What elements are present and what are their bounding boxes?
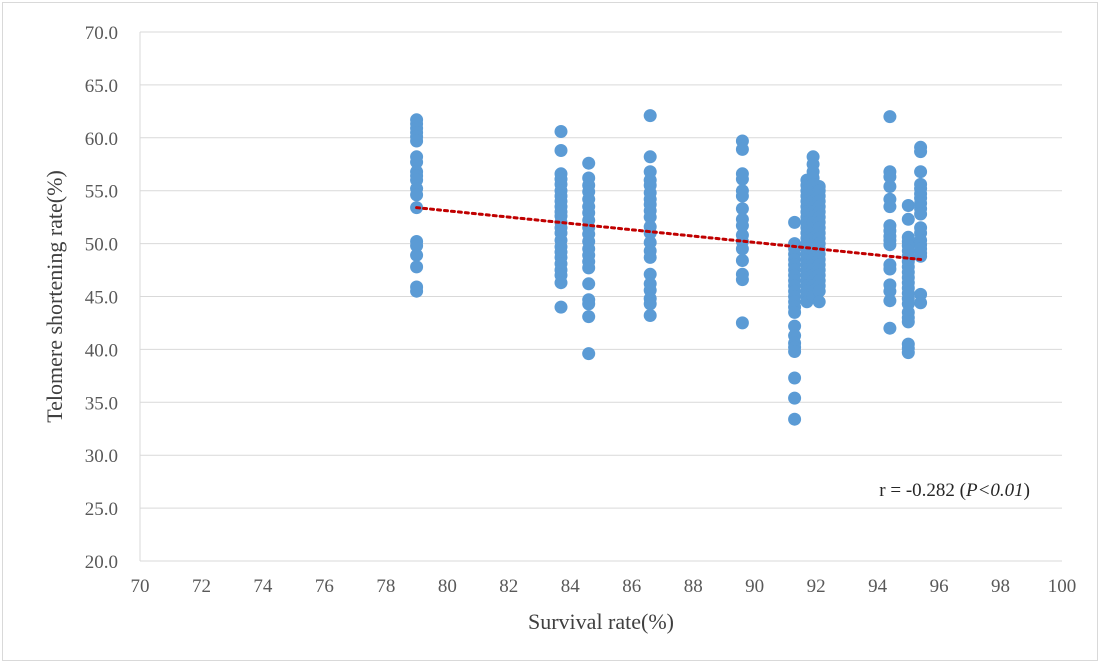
data-point — [554, 144, 568, 157]
x-tick-label: 76 — [315, 576, 334, 597]
data-point — [735, 189, 749, 203]
data-point — [643, 109, 657, 123]
data-point — [812, 295, 826, 309]
data-point — [643, 297, 657, 311]
y-tick-label: 70.0 — [85, 23, 118, 44]
data-point — [643, 226, 657, 240]
x-tick-label: 90 — [745, 576, 764, 597]
annotation-p-value: P<0.01 — [965, 480, 1024, 501]
x-tick-labels: 70 72 74 76 78 80 82 84 86 88 90 92 94 96 98 100 — [131, 576, 1077, 597]
x-axis-title: Survival rate(%) — [528, 609, 674, 634]
annotation-suffix: ) — [1024, 480, 1030, 501]
data-point — [643, 150, 657, 164]
correlation-annotation: r = -0.282 (P<0.01) — [879, 480, 1030, 501]
y-tick-label: 25.0 — [85, 499, 118, 520]
data-point — [554, 300, 568, 314]
data-point — [883, 238, 897, 252]
y-tick-label: 40.0 — [85, 340, 118, 361]
data-point — [582, 261, 596, 275]
y-tick-label: 30.0 — [85, 446, 118, 467]
x-tick-label: 74 — [253, 576, 273, 597]
data-point — [914, 145, 928, 159]
y-tick-label: 35.0 — [85, 393, 118, 414]
x-tick-label: 72 — [192, 576, 211, 597]
x-tick-label: 70 — [131, 576, 150, 597]
x-tick-label: 96 — [930, 576, 949, 597]
data-point — [554, 125, 568, 138]
data-points — [410, 109, 928, 426]
x-tick-label: 100 — [1048, 576, 1077, 597]
data-point — [410, 188, 424, 202]
y-tick-label: 20.0 — [85, 552, 118, 573]
data-point — [410, 239, 424, 253]
data-point — [914, 207, 928, 221]
data-point — [410, 248, 424, 262]
data-point — [883, 200, 897, 214]
data-point — [914, 296, 928, 310]
data-point — [735, 202, 749, 216]
data-point — [735, 273, 749, 287]
data-point — [582, 297, 596, 311]
data-point — [735, 316, 749, 330]
x-tick-label: 92 — [807, 576, 826, 597]
y-tick-label: 55.0 — [85, 182, 118, 203]
data-point — [883, 284, 897, 298]
x-tick-label: 84 — [561, 576, 581, 597]
data-point — [788, 371, 802, 385]
data-point — [410, 260, 424, 274]
annotation-prefix: r = -0.282 ( — [879, 480, 966, 501]
data-point — [643, 267, 657, 281]
y-tick-label: 65.0 — [85, 76, 118, 97]
data-point — [410, 155, 424, 169]
data-point — [735, 142, 749, 156]
data-point — [582, 310, 596, 324]
data-point — [883, 294, 897, 308]
data-point — [883, 262, 897, 276]
data-point — [812, 284, 826, 298]
x-tick-label: 88 — [684, 576, 703, 597]
x-tick-label: 98 — [991, 576, 1010, 597]
data-point — [410, 134, 424, 148]
data-point — [788, 305, 802, 319]
data-point — [788, 215, 802, 229]
y-tick-labels: 20.0 25.0 30.0 35.0 40.0 45.0 50.0 55.0 60.0 65.0… — [85, 23, 118, 573]
data-point — [883, 170, 897, 184]
y-tick-label: 60.0 — [85, 129, 118, 150]
data-point — [914, 165, 928, 179]
data-point — [410, 284, 424, 298]
data-point — [901, 346, 915, 360]
data-point — [582, 277, 596, 291]
data-point — [735, 254, 749, 267]
trendline — [415, 206, 923, 261]
data-point — [735, 219, 749, 233]
data-point — [788, 412, 802, 426]
data-point — [582, 156, 596, 170]
x-tick-label: 94 — [868, 576, 888, 597]
x-tick-label: 86 — [622, 576, 641, 597]
y-tick-label: 50.0 — [85, 235, 118, 256]
y-tick-label: 45.0 — [85, 288, 118, 309]
x-tick-label: 80 — [438, 576, 457, 597]
data-point — [554, 276, 568, 290]
data-point — [901, 199, 915, 212]
data-point — [788, 345, 802, 358]
data-point — [582, 347, 596, 361]
data-point — [901, 212, 915, 226]
data-point — [788, 319, 802, 333]
data-point — [643, 210, 657, 224]
data-point — [643, 309, 657, 322]
data-point — [643, 250, 657, 264]
x-tick-label: 82 — [499, 576, 518, 597]
data-point — [901, 315, 915, 329]
x-tick-label: 78 — [376, 576, 395, 597]
data-point — [735, 172, 749, 186]
data-point — [883, 180, 897, 193]
data-point — [735, 242, 749, 256]
data-point — [883, 321, 897, 335]
y-axis-title: Telomere shortening rate(%) — [42, 170, 67, 423]
data-point — [788, 391, 802, 405]
data-point — [883, 110, 897, 124]
